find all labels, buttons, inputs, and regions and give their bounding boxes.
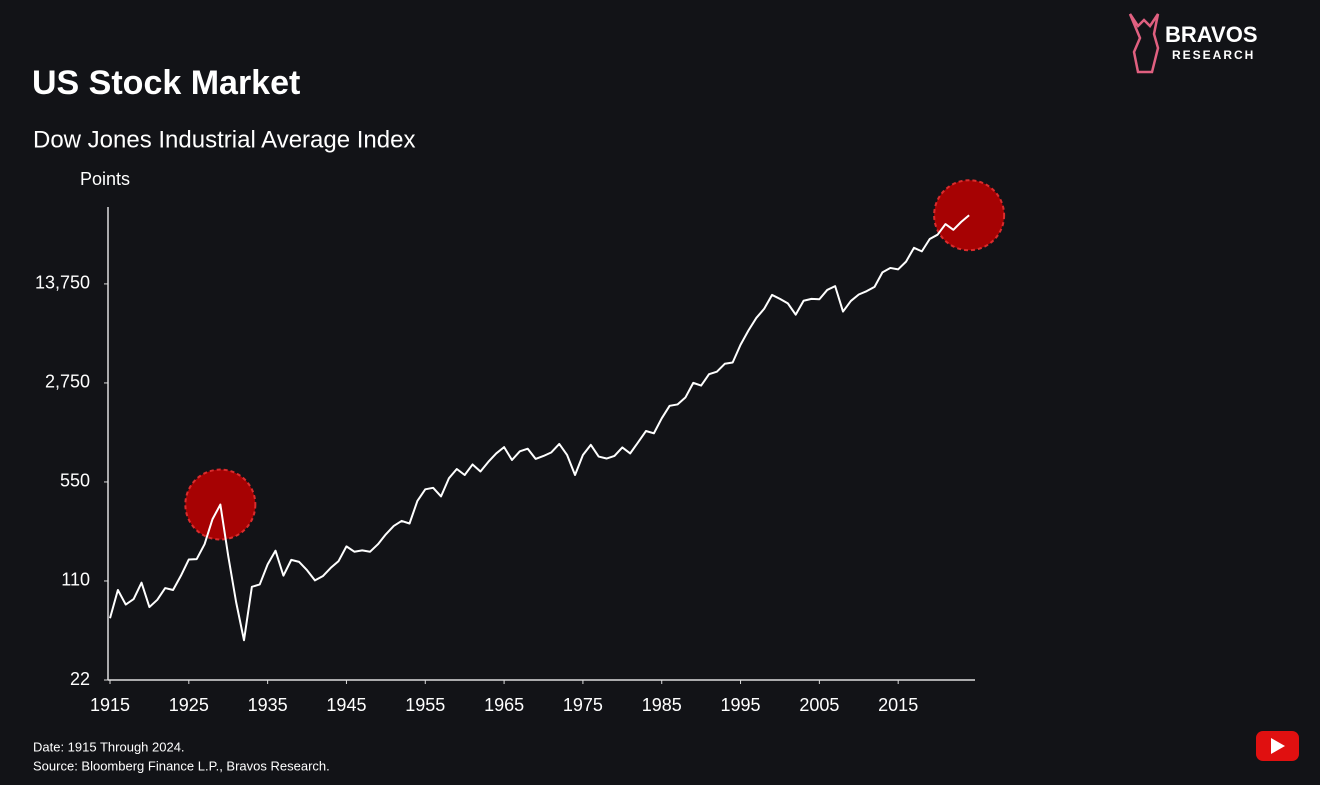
logo-icon: [1128, 13, 1160, 74]
footnote: Date: 1915 Through 2024.: [33, 739, 185, 754]
y-tick-label: 2,750: [45, 372, 90, 392]
y-tick-label: 550: [60, 471, 90, 491]
y-tick-label: 110: [61, 570, 90, 590]
x-tick-label: 1995: [721, 695, 761, 715]
play-icon: [1271, 738, 1285, 754]
x-tick-label: 1935: [248, 695, 288, 715]
y-axis-label: Points: [80, 169, 130, 189]
chart-subtitle: Dow Jones Industrial Average Index: [33, 126, 415, 153]
x-tick-label: 1915: [90, 695, 130, 715]
y-tick-label: 22: [70, 669, 90, 689]
x-tick-label: 1925: [169, 695, 209, 715]
data-line: [109, 214, 970, 642]
x-tick-label: 2005: [799, 695, 839, 715]
chart-title: US Stock Market: [32, 64, 300, 102]
x-tick-label: 1985: [642, 695, 682, 715]
subscribe-icon[interactable]: [1256, 731, 1299, 761]
y-tick-label: 13,750: [35, 273, 90, 293]
x-tick-label: 1965: [484, 695, 524, 715]
x-tick-label: 1945: [326, 695, 366, 715]
x-tick-label: 1975: [563, 695, 603, 715]
logo: BRAVOS RESEARCH: [1128, 13, 1258, 74]
logo-subtext: RESEARCH: [1172, 48, 1255, 62]
logo-text: BRAVOS: [1165, 22, 1258, 47]
highlight-circle: [933, 179, 1006, 252]
x-tick-label: 1955: [405, 695, 445, 715]
x-tick-label: 2015: [878, 695, 918, 715]
footnote: Source: Bloomberg Finance L.P., Bravos R…: [33, 758, 330, 773]
